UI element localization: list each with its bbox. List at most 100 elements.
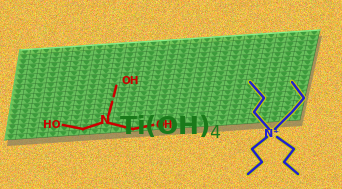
- Polygon shape: [306, 56, 311, 59]
- Polygon shape: [88, 101, 92, 103]
- Polygon shape: [256, 45, 261, 48]
- Polygon shape: [179, 114, 184, 117]
- Polygon shape: [158, 61, 163, 64]
- Polygon shape: [106, 114, 111, 117]
- Polygon shape: [225, 91, 230, 94]
- Polygon shape: [240, 120, 245, 123]
- Polygon shape: [33, 114, 38, 117]
- Polygon shape: [19, 135, 24, 138]
- Polygon shape: [101, 85, 106, 88]
- Polygon shape: [145, 72, 150, 75]
- Polygon shape: [269, 84, 274, 86]
- Polygon shape: [277, 43, 282, 46]
- Polygon shape: [43, 114, 48, 116]
- Polygon shape: [235, 46, 239, 49]
- Polygon shape: [307, 51, 312, 54]
- Polygon shape: [183, 40, 188, 43]
- Polygon shape: [24, 105, 29, 108]
- Polygon shape: [114, 69, 119, 72]
- Polygon shape: [70, 82, 75, 85]
- Polygon shape: [15, 96, 20, 98]
- Polygon shape: [76, 47, 81, 50]
- Polygon shape: [149, 106, 154, 109]
- Polygon shape: [23, 110, 28, 113]
- Polygon shape: [180, 55, 185, 58]
- Polygon shape: [168, 66, 172, 68]
- Polygon shape: [56, 98, 62, 101]
- Polygon shape: [255, 50, 260, 53]
- Polygon shape: [219, 121, 224, 124]
- Polygon shape: [297, 52, 302, 55]
- Polygon shape: [71, 77, 76, 80]
- Polygon shape: [82, 71, 87, 74]
- Polygon shape: [261, 119, 266, 121]
- Text: N: N: [100, 115, 110, 128]
- Polygon shape: [169, 110, 174, 113]
- Polygon shape: [235, 96, 240, 98]
- Polygon shape: [208, 73, 213, 76]
- Polygon shape: [188, 119, 193, 121]
- Polygon shape: [183, 94, 188, 97]
- Polygon shape: [162, 96, 167, 98]
- Polygon shape: [149, 52, 154, 55]
- Polygon shape: [99, 95, 104, 98]
- Polygon shape: [284, 63, 289, 66]
- Polygon shape: [104, 70, 108, 73]
- Polygon shape: [243, 56, 248, 58]
- Polygon shape: [57, 93, 62, 95]
- Polygon shape: [264, 54, 269, 57]
- Polygon shape: [109, 94, 115, 97]
- Polygon shape: [202, 103, 207, 105]
- Polygon shape: [287, 97, 292, 100]
- Polygon shape: [77, 101, 82, 104]
- Polygon shape: [241, 115, 246, 118]
- Polygon shape: [32, 55, 37, 58]
- Polygon shape: [282, 68, 288, 70]
- Polygon shape: [36, 94, 41, 97]
- Polygon shape: [64, 117, 68, 120]
- Polygon shape: [73, 62, 78, 65]
- Polygon shape: [290, 33, 295, 36]
- Polygon shape: [133, 83, 138, 86]
- Polygon shape: [214, 43, 219, 46]
- Polygon shape: [148, 111, 153, 114]
- Polygon shape: [162, 91, 168, 93]
- Polygon shape: [117, 108, 122, 111]
- Polygon shape: [278, 39, 284, 41]
- Polygon shape: [213, 48, 218, 50]
- Polygon shape: [140, 43, 145, 46]
- Polygon shape: [5, 30, 320, 140]
- Polygon shape: [192, 104, 196, 106]
- Polygon shape: [218, 77, 223, 80]
- Polygon shape: [157, 121, 162, 123]
- Polygon shape: [118, 49, 123, 52]
- Polygon shape: [301, 32, 306, 35]
- Polygon shape: [294, 111, 299, 114]
- Polygon shape: [169, 61, 173, 63]
- Polygon shape: [96, 110, 101, 113]
- Polygon shape: [300, 86, 304, 89]
- Polygon shape: [82, 131, 87, 133]
- Polygon shape: [166, 125, 171, 128]
- Polygon shape: [155, 76, 160, 79]
- Polygon shape: [206, 83, 211, 86]
- Polygon shape: [243, 105, 248, 108]
- Polygon shape: [13, 106, 18, 108]
- Polygon shape: [139, 48, 144, 50]
- Polygon shape: [200, 113, 205, 115]
- Polygon shape: [63, 63, 68, 66]
- Polygon shape: [211, 58, 216, 60]
- Polygon shape: [193, 98, 197, 101]
- Polygon shape: [303, 71, 308, 74]
- Polygon shape: [293, 67, 298, 70]
- Polygon shape: [9, 131, 14, 133]
- Polygon shape: [136, 63, 142, 66]
- Polygon shape: [87, 106, 92, 108]
- Polygon shape: [289, 38, 294, 40]
- Polygon shape: [189, 64, 194, 67]
- Polygon shape: [279, 33, 285, 36]
- Polygon shape: [276, 98, 281, 101]
- Polygon shape: [242, 110, 247, 113]
- Polygon shape: [229, 121, 235, 123]
- Polygon shape: [267, 44, 272, 47]
